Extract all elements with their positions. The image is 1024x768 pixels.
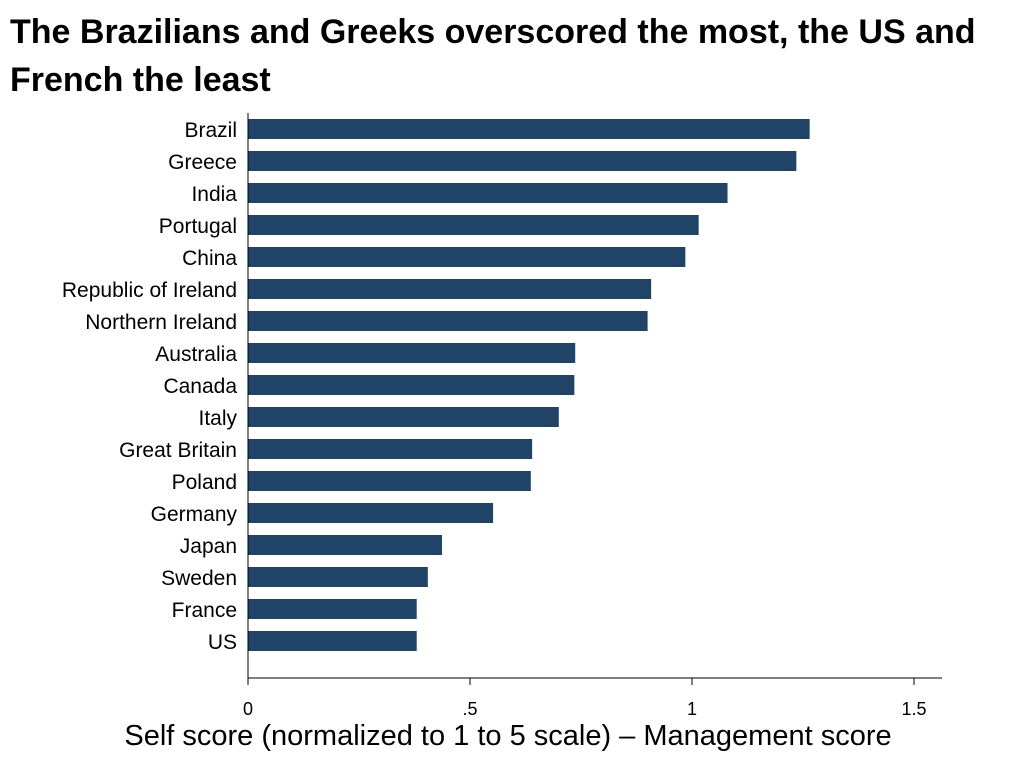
- bar-portugal: [248, 215, 699, 235]
- category-label: Sweden: [161, 567, 237, 590]
- x-tick-label: 1: [687, 699, 697, 719]
- category-label: Germany: [151, 503, 238, 526]
- category-label: Italy: [198, 407, 237, 430]
- bar-republic-of-ireland: [248, 279, 652, 299]
- bar-india: [248, 183, 728, 203]
- x-tick-label: 0: [243, 699, 253, 719]
- bar-france: [248, 599, 417, 619]
- bar-us: [248, 631, 417, 651]
- category-label: Poland: [172, 471, 237, 494]
- bar-canada: [248, 375, 575, 395]
- category-label: Great Britain: [119, 439, 237, 462]
- chart-title: The Brazilians and Greeks overscored the…: [10, 13, 976, 99]
- category-label: Brazil: [184, 119, 237, 142]
- bar-northern-ireland: [248, 311, 648, 331]
- bar-australia: [248, 343, 576, 363]
- category-label: China: [182, 247, 237, 270]
- bar-poland: [248, 471, 531, 491]
- category-label: Greece: [168, 151, 237, 174]
- bar-italy: [248, 407, 559, 427]
- bars-group: [248, 119, 810, 651]
- category-label: Australia: [155, 343, 237, 366]
- bar-germany: [248, 503, 494, 523]
- x-axis-label: Self score (normalized to 1 to 5 scale) …: [124, 720, 891, 752]
- bar-greece: [248, 151, 797, 171]
- bar-japan: [248, 535, 443, 555]
- x-ticks: 0 .5 1 1.5: [243, 678, 927, 719]
- category-label: France: [172, 599, 237, 622]
- bar-sweden: [248, 567, 428, 587]
- category-label: US: [208, 631, 237, 654]
- category-label: Republic of Ireland: [62, 279, 237, 302]
- bar-brazil: [248, 119, 810, 139]
- bar-china: [248, 247, 686, 267]
- category-label: Canada: [163, 375, 237, 398]
- category-label: Japan: [180, 535, 237, 558]
- category-label: Northern Ireland: [85, 311, 237, 334]
- x-tick-label: 1.5: [901, 699, 926, 719]
- x-tick-label: .5: [462, 699, 477, 719]
- bar-great-britain: [248, 439, 533, 459]
- category-label: India: [191, 183, 237, 206]
- category-label: Portugal: [159, 215, 237, 238]
- category-labels: Brazil Greece India Portugal China Republic o…: [62, 119, 238, 654]
